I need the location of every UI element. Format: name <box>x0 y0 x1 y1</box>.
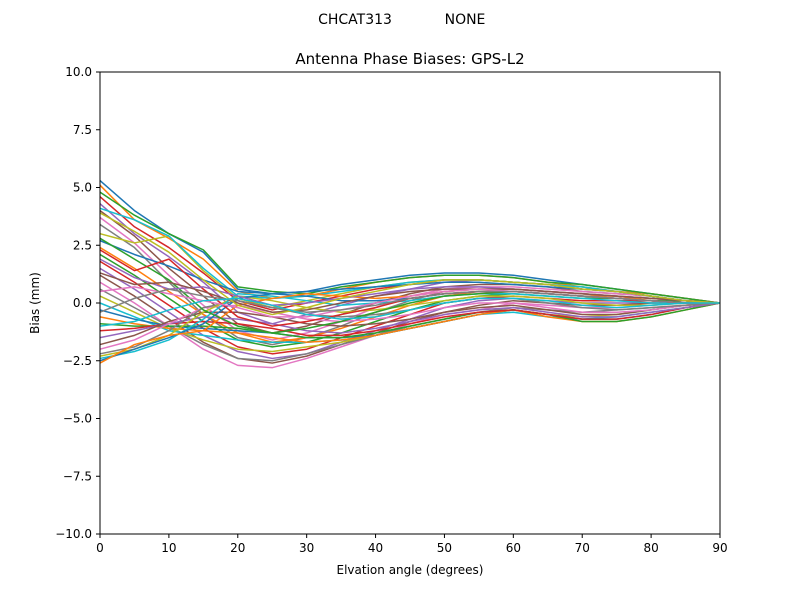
series-line-25 <box>99 302 721 339</box>
x-tick-label: 50 <box>437 541 452 555</box>
series-line-23 <box>99 302 721 339</box>
series-line-3 <box>99 191 721 304</box>
y-tick-label: −2.5 <box>63 354 92 368</box>
figure-suptitle-right: NONE <box>445 12 486 28</box>
series-line-40 <box>99 297 720 327</box>
y-tick-label: −5.0 <box>63 412 92 426</box>
series-line-2 <box>99 184 721 304</box>
x-tick-label: 40 <box>368 541 383 555</box>
x-tick-label: 20 <box>230 541 245 555</box>
series-line-38 <box>99 288 720 313</box>
y-tick-label: 2.5 <box>73 238 92 252</box>
x-axis-label: Elvation angle (degrees) <box>337 563 484 577</box>
y-tick-label: −7.5 <box>63 469 92 483</box>
x-tick-label: 0 <box>96 541 104 555</box>
y-tick-label: 10.0 <box>65 65 92 79</box>
x-axis-ticks: 0 10 20 30 40 50 60 70 80 90 <box>96 534 728 555</box>
x-tick-label: 10 <box>161 541 176 555</box>
series-lines <box>99 180 721 369</box>
series-line-30 <box>99 293 720 360</box>
y-axis-label: Bias (mm) <box>28 272 42 334</box>
x-tick-label: 30 <box>299 541 314 555</box>
y-tick-label: 0.0 <box>73 296 92 310</box>
chart-title: Antenna Phase Biases: GPS-L2 <box>295 50 524 68</box>
plot-frame <box>99 71 721 535</box>
x-tick-label: 90 <box>712 541 727 555</box>
x-tick-label: 80 <box>643 541 658 555</box>
y-axis-ticks: −10.0 −7.5 −5.0 −2.5 0.0 2.5 5.0 7.5 10.0 <box>55 65 100 541</box>
series-line-36 <box>99 272 721 313</box>
series-line-24 <box>99 302 721 337</box>
x-tick-label: 60 <box>506 541 521 555</box>
y-tick-label: −10.0 <box>55 527 92 541</box>
y-tick-label: 7.5 <box>73 123 92 137</box>
series-line-39 <box>99 212 721 316</box>
series-line-29 <box>99 295 720 357</box>
y-tick-label: 5.0 <box>73 181 92 195</box>
x-tick-label: 70 <box>575 541 590 555</box>
figure-suptitle-left: CHCAT313 <box>318 12 392 28</box>
